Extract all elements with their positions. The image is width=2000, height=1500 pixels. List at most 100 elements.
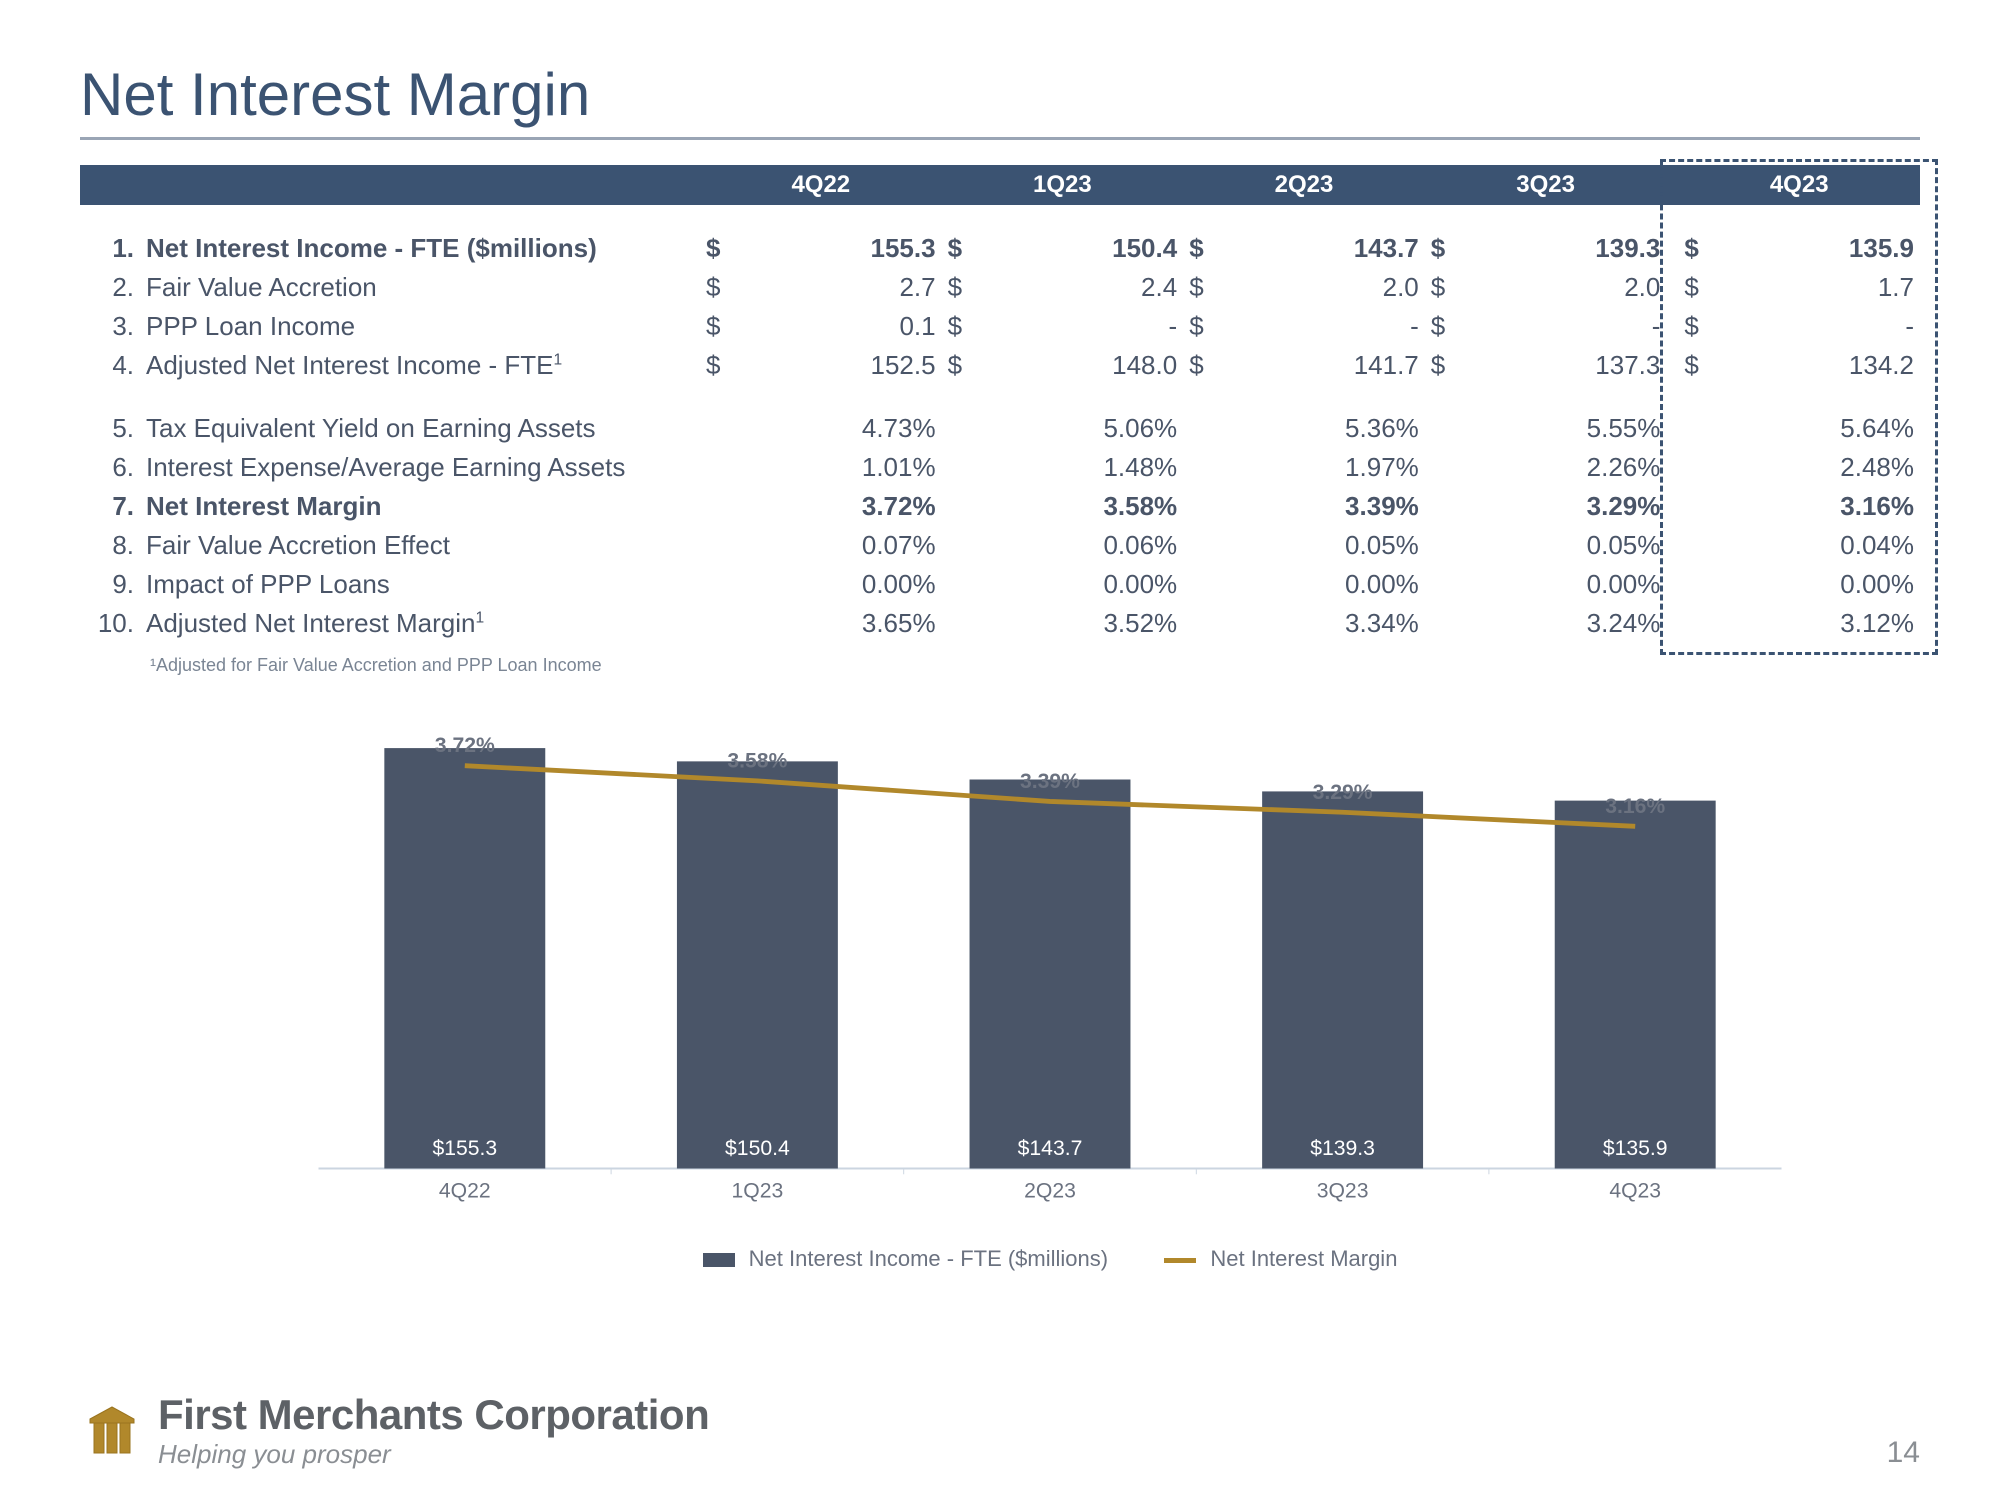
combo-chart: $155.34Q22$150.41Q23$143.72Q23$139.33Q23… <box>280 716 1820 1236</box>
cell-value: 5.36% <box>1210 409 1425 448</box>
currency-symbol: $ <box>700 229 726 268</box>
currency-symbol: $ <box>942 346 968 385</box>
category-label: 4Q22 <box>439 1179 491 1202</box>
cell-value: 3.39% <box>1210 487 1425 526</box>
currency-symbol: $ <box>700 307 726 346</box>
row-label: Tax Equivalent Yield on Earning Assets <box>140 409 700 448</box>
row-label: Adjusted Net Interest Margin1 <box>140 604 700 643</box>
cell-value: 2.0 <box>1210 268 1425 307</box>
line-value-label: 3.39% <box>1020 770 1080 793</box>
cell-value: 1.97% <box>1210 448 1425 487</box>
bar-value-label: $139.3 <box>1310 1137 1375 1160</box>
row-number: 7. <box>80 487 140 526</box>
category-label: 4Q23 <box>1609 1179 1661 1202</box>
col-header: 2Q23 <box>1183 165 1425 205</box>
cell-value: 3.24% <box>1451 604 1666 643</box>
col-header: 3Q23 <box>1425 165 1667 205</box>
cell-value: 3.72% <box>726 487 941 526</box>
bar-value-label: $155.3 <box>432 1137 497 1160</box>
cell-value: 150.4 <box>968 229 1183 268</box>
company-logo-icon <box>80 1399 144 1463</box>
table-row: 9.Impact of PPP Loans0.00%0.00%0.00%0.00… <box>80 565 1920 604</box>
currency-symbol: $ <box>1678 307 1704 346</box>
cell-value: 141.7 <box>1210 346 1425 385</box>
row-number: 1. <box>80 229 140 268</box>
cell-value: 3.34% <box>1210 604 1425 643</box>
cell-value: 135.9 <box>1705 229 1920 268</box>
cell-value: 5.55% <box>1451 409 1666 448</box>
cell-value: 139.3 <box>1451 229 1666 268</box>
cell-value: 5.06% <box>968 409 1183 448</box>
category-label: 1Q23 <box>732 1179 784 1202</box>
cell-value: 1.01% <box>726 448 941 487</box>
row-number: 6. <box>80 448 140 487</box>
row-label: Net Interest Income - FTE ($millions) <box>140 229 700 268</box>
cell-value: 0.04% <box>1705 526 1920 565</box>
currency-symbol: $ <box>942 307 968 346</box>
cell-value: 3.29% <box>1451 487 1666 526</box>
cell-value: 0.05% <box>1210 526 1425 565</box>
cell-value: 3.58% <box>968 487 1183 526</box>
data-table-wrap: 4Q22 1Q23 2Q23 3Q23 4Q23 1.Net Interest … <box>80 165 1920 643</box>
cell-value: 155.3 <box>726 229 941 268</box>
cell-value: 2.26% <box>1451 448 1666 487</box>
cell-value: 0.00% <box>968 565 1183 604</box>
line-value-label: 3.72% <box>435 734 495 757</box>
row-number: 8. <box>80 526 140 565</box>
table-footnote: ¹Adjusted for Fair Value Accretion and P… <box>150 655 1920 676</box>
page-number: 14 <box>1887 1436 1920 1470</box>
currency-symbol: $ <box>1183 268 1209 307</box>
row-label: Fair Value Accretion <box>140 268 700 307</box>
cell-value: 3.65% <box>726 604 941 643</box>
row-number: 2. <box>80 268 140 307</box>
company-name: First Merchants Corporation <box>158 1391 709 1439</box>
cell-value: 1.7 <box>1705 268 1920 307</box>
chart-bar <box>1555 801 1716 1169</box>
currency-symbol: $ <box>1425 229 1451 268</box>
cell-value: 3.16% <box>1705 487 1920 526</box>
cell-value: - <box>968 307 1183 346</box>
col-header: 1Q23 <box>942 165 1184 205</box>
currency-symbol: $ <box>1425 307 1451 346</box>
table-row: 10.Adjusted Net Interest Margin13.65%3.5… <box>80 604 1920 643</box>
cell-value: 2.48% <box>1705 448 1920 487</box>
cell-value: 143.7 <box>1210 229 1425 268</box>
currency-symbol: $ <box>942 229 968 268</box>
row-label: Net Interest Margin <box>140 487 700 526</box>
currency-symbol: $ <box>700 346 726 385</box>
currency-symbol: $ <box>942 268 968 307</box>
row-label: PPP Loan Income <box>140 307 700 346</box>
cell-value: 0.07% <box>726 526 941 565</box>
currency-symbol: $ <box>1183 229 1209 268</box>
table-row: 2.Fair Value Accretion$2.7$2.4$2.0$2.0$1… <box>80 268 1920 307</box>
chart-area: $155.34Q22$150.41Q23$143.72Q23$139.33Q23… <box>280 716 1820 1272</box>
page-title: Net Interest Margin <box>80 60 1920 140</box>
line-value-label: 3.58% <box>727 749 787 772</box>
cell-value: 0.00% <box>726 565 941 604</box>
chart-bar <box>1262 791 1423 1168</box>
row-label: Adjusted Net Interest Income - FTE1 <box>140 346 700 385</box>
cell-value: 0.05% <box>1451 526 1666 565</box>
bar-value-label: $150.4 <box>725 1137 790 1160</box>
legend-bar-swatch <box>703 1253 735 1267</box>
company-tagline: Helping you prosper <box>158 1439 709 1470</box>
table-row: 4.Adjusted Net Interest Income - FTE1$15… <box>80 346 1920 385</box>
table-row: 7.Net Interest Margin 3.72% 3.58% 3.39% 3.29… <box>80 487 1920 526</box>
cell-value: - <box>1705 307 1920 346</box>
cell-value: 5.64% <box>1705 409 1920 448</box>
table-row: 5.Tax Equivalent Yield on Earning Assets… <box>80 409 1920 448</box>
row-number: 10. <box>80 604 140 643</box>
legend-line-swatch <box>1164 1258 1196 1263</box>
currency-symbol: $ <box>1183 307 1209 346</box>
cell-value: 148.0 <box>968 346 1183 385</box>
row-number: 9. <box>80 565 140 604</box>
cell-value: 137.3 <box>1451 346 1666 385</box>
cell-value: - <box>1451 307 1666 346</box>
row-label: Fair Value Accretion Effect <box>140 526 700 565</box>
cell-value: 1.48% <box>968 448 1183 487</box>
table-row: 3.PPP Loan Income$0.1$-$-$-$- <box>80 307 1920 346</box>
cell-value: 152.5 <box>726 346 941 385</box>
cell-value: - <box>1210 307 1425 346</box>
currency-symbol: $ <box>1678 346 1704 385</box>
bar-value-label: $135.9 <box>1603 1137 1668 1160</box>
